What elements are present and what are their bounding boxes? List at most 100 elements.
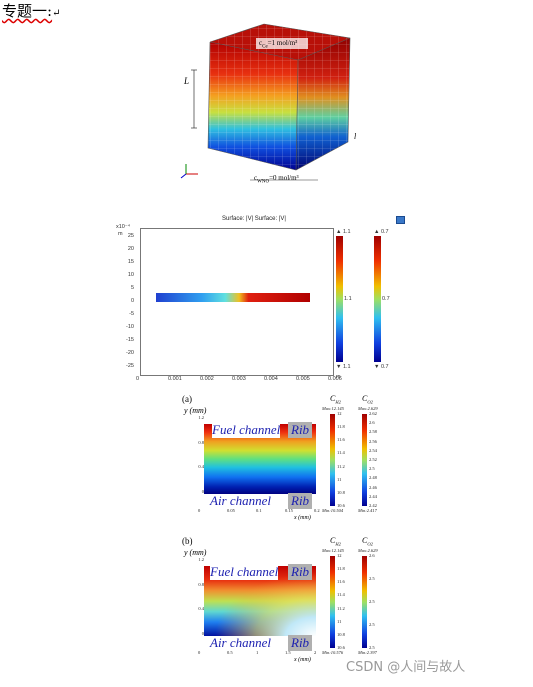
tick-label: 11.6 [337, 437, 345, 443]
panel-a-x-ticks: 0 0.05 0.1 0.15 0.2 [198, 508, 320, 517]
panel-a-cbar2-min: Min:2.417 [358, 508, 377, 513]
colorbar-2-max: ▲ 0.7 [374, 229, 389, 235]
colorbar-2-min: ▼ 0.7 [374, 364, 389, 370]
bottom-boundary-label: cWNO=0 mol/m³ [254, 174, 299, 185]
panel-a-cbar1-ticks: 12 11.8 11.6 11.4 11.2 11 10.8 10.6 [337, 411, 357, 508]
panel-a-air-row: Air channel Rib [204, 493, 316, 509]
panel-b-cbar2-min: Min:2.397 [358, 650, 377, 655]
panel-b-x-ticks: 0 0.5 1 1.5 2 [198, 650, 318, 659]
tick-label: 0.2 [314, 508, 320, 513]
tick-label: 0 [201, 631, 204, 636]
panel-b-cbar1-ticks: 12 11.8 11.6 11.4 11.2 11 10.8 10.6 [337, 553, 357, 650]
figure-panel-b: (b) y (mm) 1.2 0.8 0.4 0 [182, 536, 402, 666]
tick-label: 0.006 [328, 376, 342, 382]
xyz-axes-icon [180, 164, 198, 179]
colorbar-1-mid: 1.1 [344, 296, 352, 302]
panel-b-air-row: Air channel Rib [204, 635, 316, 651]
tick-label: 2 [314, 650, 317, 655]
tick-label: 0.5 [227, 650, 233, 655]
y-unit-label: m [118, 231, 123, 237]
tick-label: 0.8 [198, 581, 204, 587]
tick-label: 2.42 [369, 503, 377, 508]
tick-label: 10.8 [337, 489, 345, 495]
tick-label: 0 [201, 489, 204, 494]
x-tick-labels: 0 0.001 0.002 0.003 0.004 0.005 0.006 [136, 376, 342, 386]
panel-b-rib-top: Rib [288, 564, 313, 580]
tick-label: 11.4 [337, 592, 345, 598]
plot-area [140, 228, 334, 376]
tick-label: -20 [126, 350, 134, 356]
panel-b-label: (b) [182, 536, 193, 546]
panel-a-cbar2-max: Max:2.629 [358, 406, 378, 411]
tick-label: -25 [126, 363, 134, 369]
y-scale-label: x10⁻⁴ [116, 224, 131, 230]
tick-label: 12 [337, 553, 342, 558]
tick-label: 20 [127, 246, 134, 252]
tick-label: 2.56 [369, 438, 377, 444]
tick-label: 0.003 [232, 376, 246, 382]
tick-label: 2.54 [369, 447, 377, 453]
colorbar-1-max: ▲ 1.1 [336, 229, 351, 235]
colorbar-1-min: ▼ 1.1 [336, 364, 351, 370]
surface-strip [156, 293, 310, 302]
tick-label: 11.8 [337, 566, 345, 572]
x-unit-label: m [336, 374, 341, 380]
tick-label: 0.004 [264, 376, 278, 382]
figure-surface-plot: Surface: |V| Surface: |V| x10⁻⁴ m 25 20 15… [110, 214, 410, 386]
tick-label: 10.6 [337, 503, 345, 508]
tick-label: 0 [198, 650, 201, 655]
tick-label: 0.001 [168, 376, 182, 382]
tick-label: 25 [127, 233, 134, 239]
plot-title: Surface: |V| Surface: |V| [222, 216, 286, 222]
tick-label: 2.48 [369, 475, 377, 481]
panel-a-rib-top: Rib [288, 422, 313, 438]
tick-label: 2.52 [369, 457, 377, 462]
tick-label: 0.05 [227, 508, 235, 513]
panel-b-cbar2-ticks: 2.6 2.5 2.5 2.5 2.5 [369, 553, 389, 650]
top-boundary-label: cCe=1 mol/m³ [259, 39, 298, 50]
tick-label: 1.2 [198, 415, 204, 420]
panel-b-rib-bottom: Rib [288, 635, 313, 651]
colorbar-2 [374, 236, 381, 362]
export-icon[interactable] [396, 216, 405, 224]
colorbar-1 [336, 236, 343, 362]
tick-label: 0.8 [198, 439, 204, 445]
figure-voxel-cube: cCe=1 mol/m³ L l cWNO=0 mol/m³ [178, 20, 368, 190]
panel-b-fuel-label: Fuel channel [210, 564, 279, 580]
panel-a-label: (a) [182, 394, 192, 404]
tick-label: 11 [337, 618, 342, 624]
panel-a-cbar2-title: CO2 [362, 394, 373, 405]
panel-b-cbar2-max: Max:2.629 [358, 548, 378, 553]
tick-label: 2.5 [369, 466, 375, 472]
tick-label: 15 [127, 259, 134, 265]
tick-label: 0 [136, 376, 140, 382]
tick-label: 2.5 [369, 645, 375, 650]
tick-label: 10 [127, 272, 134, 278]
tick-label: 1.5 [285, 650, 291, 655]
tick-label: -15 [126, 337, 134, 343]
panel-a-cbar2-ticks: 2.62 2.6 2.58 2.56 2.54 2.52 2.5 2.48 2.46 2.44 2.… [369, 411, 389, 508]
panel-a-y-axis-label: y (mm) [184, 406, 207, 415]
figure-panel-a: (a) y (mm) 1.2 0.8 0.4 0 Fuel channel Rib A… [182, 394, 402, 524]
tick-label: 11.8 [337, 424, 345, 430]
tick-label: 2.5 [369, 576, 375, 581]
tick-label: 2.46 [369, 484, 377, 490]
panel-b-y-axis-label: y (mm) [184, 548, 207, 557]
tick-label: 0.15 [285, 508, 293, 513]
panel-b-fuel-row: Fuel channel Rib [204, 564, 316, 580]
panel-a-rib-bottom: Rib [288, 493, 313, 509]
voxel-cube-image [180, 23, 351, 181]
heading-text: 专题一: [2, 2, 53, 20]
tick-label: 2.6 [369, 420, 375, 426]
tick-label: 0.1 [256, 508, 262, 513]
tick-label: 10.8 [337, 631, 345, 637]
tick-label: 11.2 [337, 605, 345, 611]
tick-label: 0.002 [200, 376, 214, 382]
tick-label: 11.2 [337, 463, 345, 469]
tick-label: 0 [130, 298, 134, 304]
y-tick-labels: 25 20 15 10 5 0 -5 -10 -15 -20 -25 [110, 228, 138, 374]
panel-b-cbar1-max: Max:12.145 [322, 548, 344, 553]
tick-label: 1.2 [198, 557, 204, 562]
panel-a-cbar1-max: Max:12.145 [322, 406, 344, 411]
tick-label: 10.6 [337, 645, 345, 650]
